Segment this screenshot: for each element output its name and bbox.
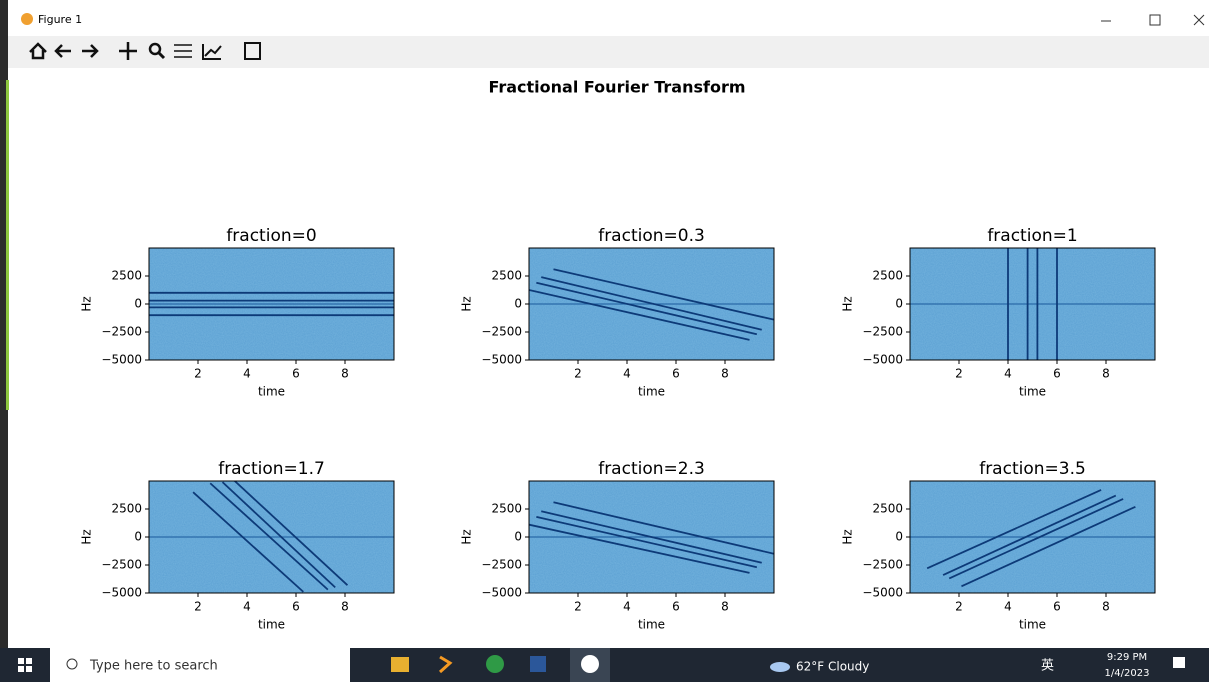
x-tick-label: 8 <box>341 367 349 381</box>
y-tick-label: 0 <box>134 297 142 311</box>
y-tick-label: −2500 <box>101 558 142 572</box>
chrome-icon[interactable] <box>486 655 504 673</box>
subplot-title: fraction=1.7 <box>218 459 325 479</box>
subplot-title: fraction=0 <box>226 226 316 246</box>
y-tick-label: 2500 <box>111 502 142 516</box>
toolbar <box>8 36 1209 68</box>
subplot-title: fraction=1 <box>987 226 1077 246</box>
x-tick-label: 8 <box>721 600 729 614</box>
y-axis-label: Hz <box>460 296 474 311</box>
x-tick-label: 8 <box>1102 600 1110 614</box>
y-tick-label: 0 <box>514 530 522 544</box>
x-tick-label: 6 <box>672 600 680 614</box>
ime-indicator[interactable]: 英 <box>1041 659 1054 674</box>
figure-app-icon <box>581 655 599 673</box>
x-tick-label: 6 <box>292 600 300 614</box>
y-tick-label: −2500 <box>862 558 903 572</box>
figure-title: Fractional Fourier Transform <box>488 78 745 97</box>
x-tick-label: 2 <box>574 600 582 614</box>
y-tick-label: 2500 <box>491 502 522 516</box>
screen: Figure 1 Fractional Fourier Transform 2 4… <box>0 0 1209 682</box>
x-tick-label: 6 <box>292 367 300 381</box>
x-tick-label: 6 <box>1053 367 1061 381</box>
y-tick-label: −5000 <box>101 353 142 367</box>
subplot-title: fraction=2.3 <box>598 459 705 479</box>
y-tick-label: 2500 <box>872 502 903 516</box>
x-tick-label: 4 <box>1004 600 1012 614</box>
y-tick-label: −2500 <box>101 325 142 339</box>
x-axis-label: time <box>1019 618 1046 632</box>
x-tick-label: 4 <box>243 600 251 614</box>
taskbar: Type here to search 62°F Cloudy 英 9:29 P… <box>0 648 1209 682</box>
y-tick-label: 2500 <box>491 269 522 283</box>
subplot-title: fraction=0.3 <box>598 226 705 246</box>
window-title: Figure 1 <box>38 13 82 26</box>
x-tick-label: 4 <box>623 367 631 381</box>
y-tick-label: 2500 <box>111 269 142 283</box>
x-tick-label: 2 <box>574 367 582 381</box>
y-axis-label: Hz <box>80 296 94 311</box>
y-axis-label: Hz <box>841 529 855 544</box>
weather[interactable]: 62°F Cloudy <box>796 660 869 674</box>
y-tick-label: −5000 <box>101 586 142 600</box>
y-axis-label: Hz <box>460 529 474 544</box>
x-tick-label: 2 <box>955 367 963 381</box>
y-tick-label: 2500 <box>872 269 903 283</box>
x-tick-label: 8 <box>341 600 349 614</box>
app-icon <box>21 13 33 25</box>
x-axis-label: time <box>258 618 285 632</box>
x-axis-label: time <box>638 618 665 632</box>
x-tick-label: 2 <box>194 600 202 614</box>
x-tick-label: 6 <box>672 367 680 381</box>
x-tick-label: 4 <box>1004 367 1012 381</box>
y-tick-label: −5000 <box>862 586 903 600</box>
x-tick-label: 8 <box>1102 367 1110 381</box>
y-tick-label: 0 <box>134 530 142 544</box>
x-tick-label: 2 <box>194 367 202 381</box>
toolbar-bg <box>8 36 1209 68</box>
x-tick-label: 4 <box>243 367 251 381</box>
y-tick-label: −5000 <box>862 353 903 367</box>
x-tick-label: 6 <box>1053 600 1061 614</box>
y-axis-label: Hz <box>841 296 855 311</box>
notifications[interactable] <box>1173 657 1185 668</box>
search-placeholder: Type here to search <box>89 659 218 674</box>
x-tick-label: 2 <box>955 600 963 614</box>
subplot-title: fraction=3.5 <box>979 459 1086 479</box>
y-tick-label: 0 <box>895 297 903 311</box>
explorer-icon[interactable] <box>391 657 409 672</box>
x-axis-label: time <box>258 385 285 399</box>
weather-icon <box>770 662 790 672</box>
y-tick-label: −5000 <box>481 353 522 367</box>
y-tick-label: 0 <box>514 297 522 311</box>
y-tick-label: −5000 <box>481 586 522 600</box>
y-tick-label: −2500 <box>862 325 903 339</box>
y-tick-label: −2500 <box>481 558 522 572</box>
x-axis-label: time <box>638 385 665 399</box>
edge-accent <box>6 80 9 410</box>
x-tick-label: 8 <box>721 367 729 381</box>
y-axis-label: Hz <box>80 529 94 544</box>
y-tick-label: 0 <box>895 530 903 544</box>
x-tick-label: 4 <box>623 600 631 614</box>
y-tick-label: −2500 <box>481 325 522 339</box>
clock-date[interactable]: 1/4/2023 <box>1105 668 1150 679</box>
clock-time[interactable]: 9:29 PM <box>1107 652 1147 663</box>
word-icon[interactable] <box>530 656 546 672</box>
x-axis-label: time <box>1019 385 1046 399</box>
